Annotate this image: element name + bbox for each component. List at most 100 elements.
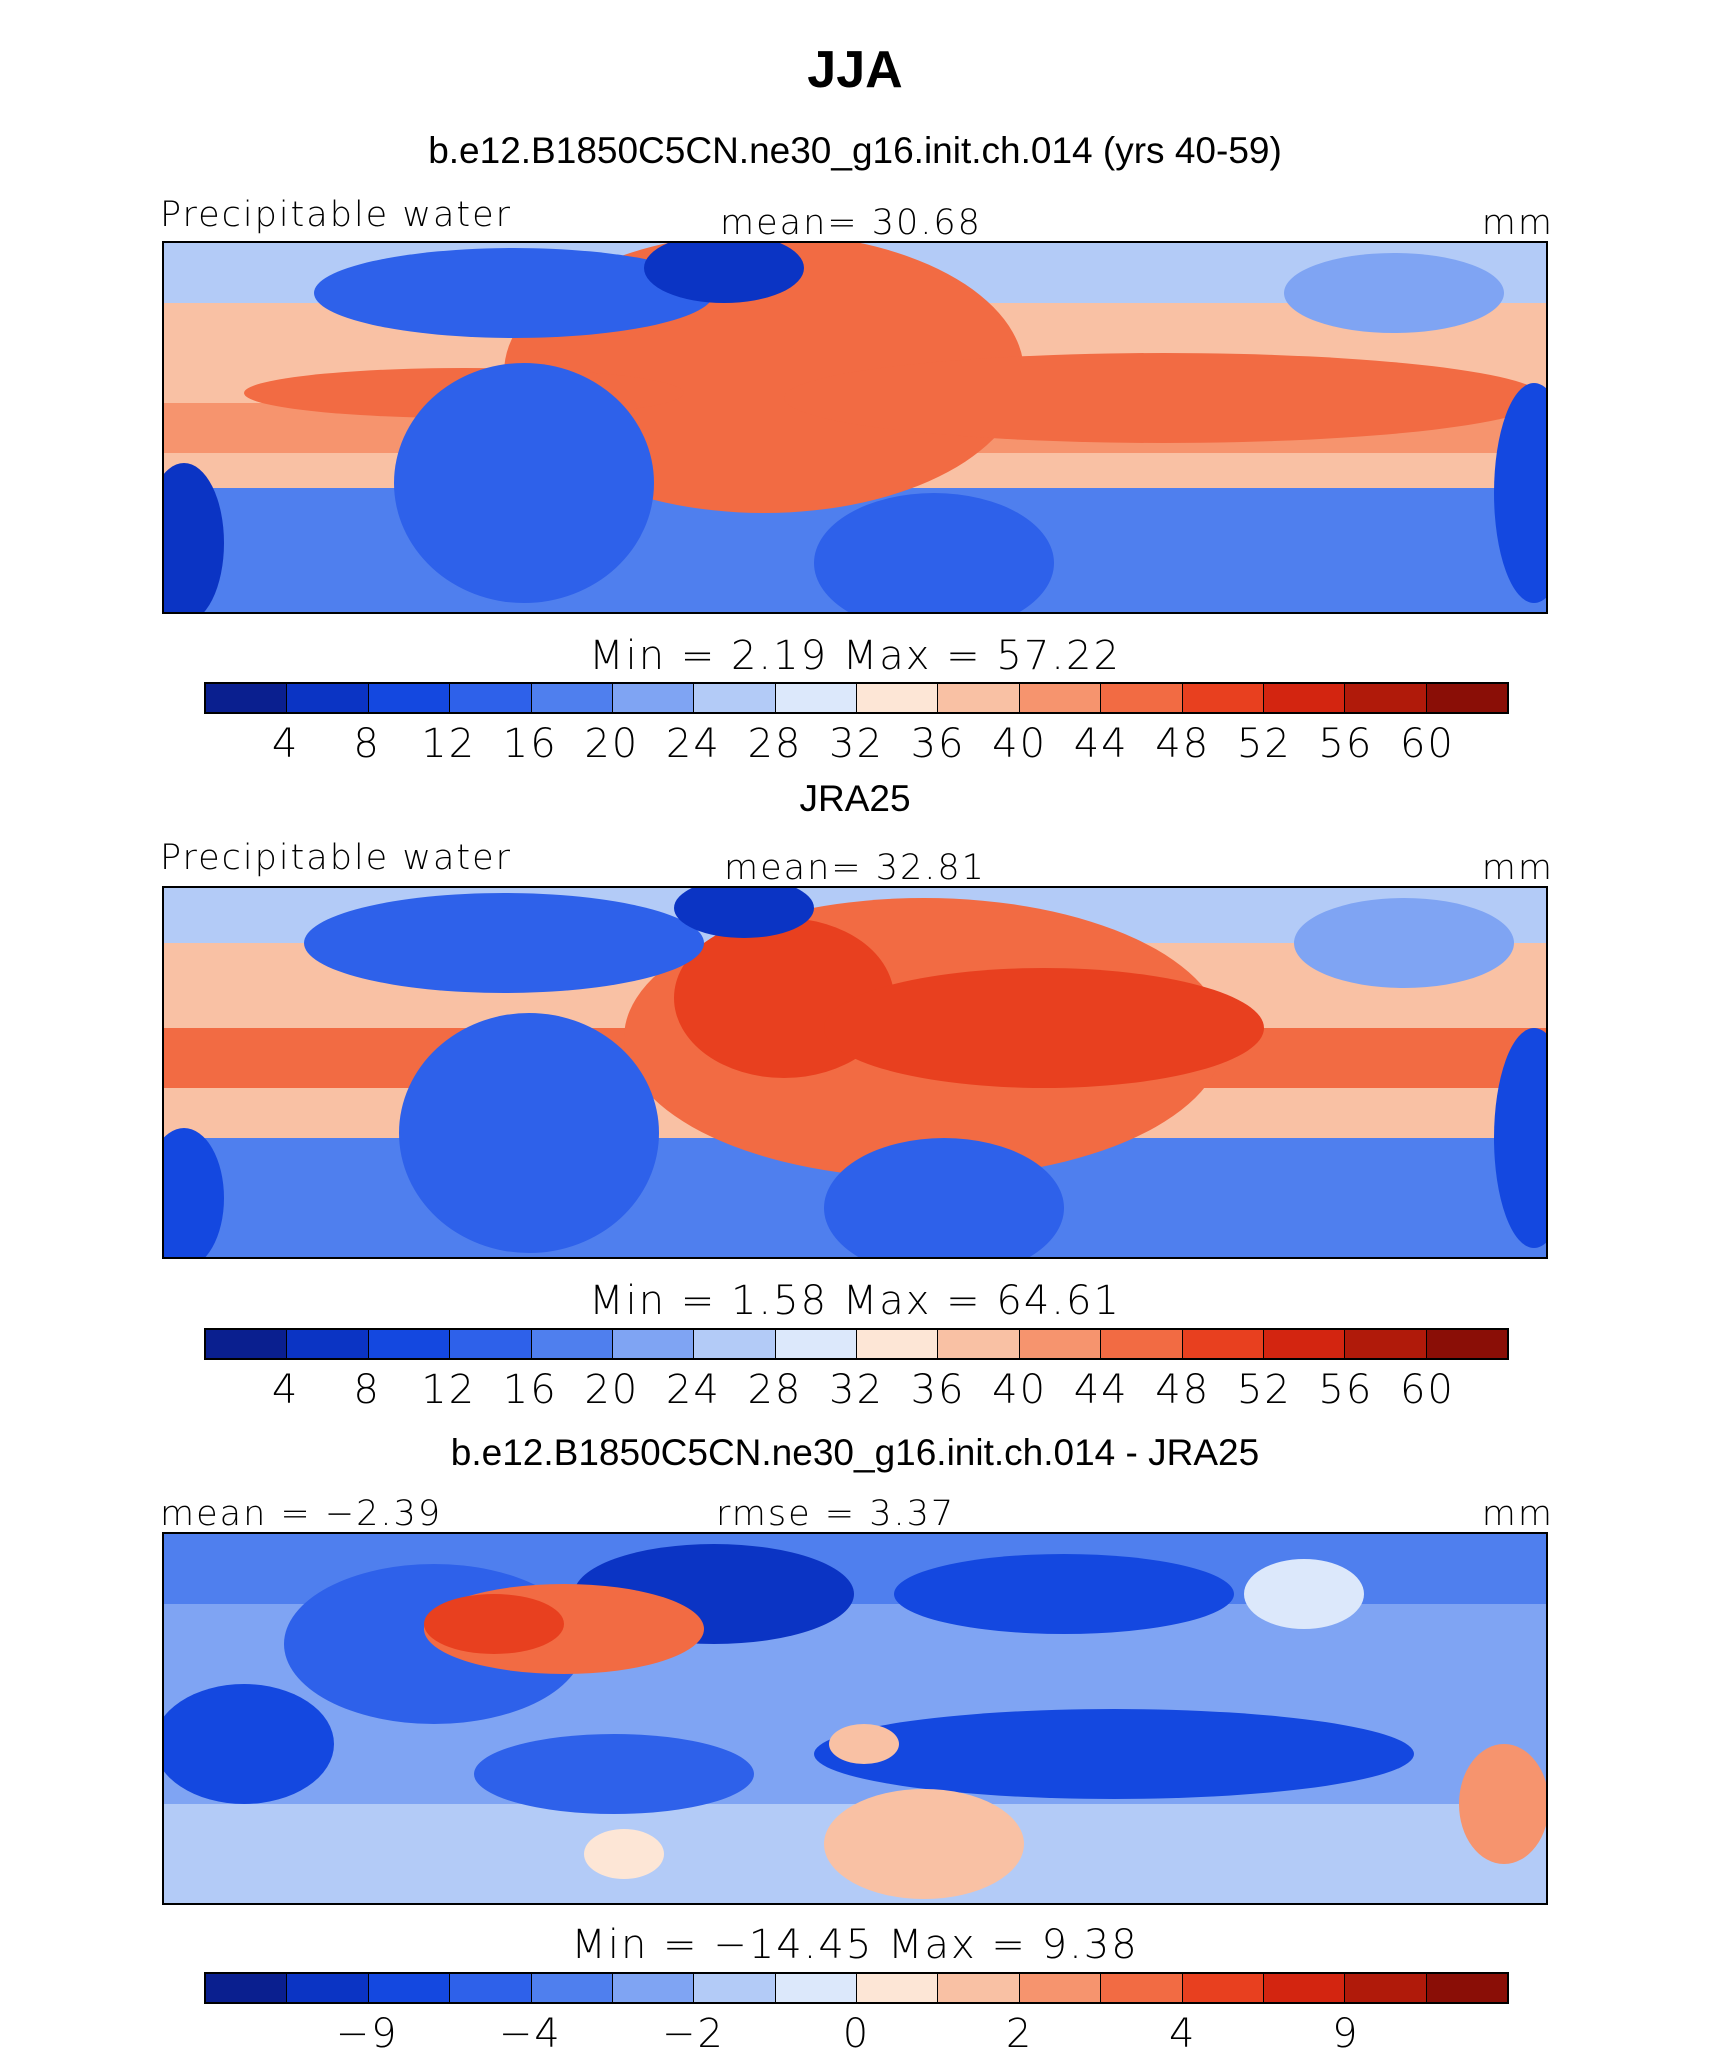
- colorbar-swatch: [612, 1974, 695, 2002]
- colorbar-tick-label: 36: [910, 1367, 966, 1413]
- colorbar-tick-label: 60: [1399, 1367, 1455, 1413]
- colorbar-swatch: [450, 684, 532, 712]
- panel-2-mean-label: mean= 32.81: [724, 848, 986, 888]
- colorbar-swatch: [368, 1330, 451, 1358]
- figure-title: JJA: [807, 41, 903, 99]
- colorbar-swatch: [287, 1974, 369, 2002]
- colorbar-tick-label: 12: [421, 1367, 477, 1413]
- colorbar-swatch: [938, 684, 1020, 712]
- colorbar-swatch: [206, 684, 288, 712]
- panel-3-title: b.e12.B1850C5CN.ne30_g16.init.ch.014 - J…: [450, 1432, 1260, 1473]
- colorbar-swatch: [1182, 1330, 1264, 1358]
- colorbar-swatch: [612, 1330, 695, 1358]
- colorbar-swatch: [1101, 1330, 1183, 1358]
- colorbar-tick-label: 4: [1169, 2011, 1197, 2057]
- colorbar-swatch: [1019, 684, 1102, 712]
- colorbar-tick-label: 2: [1005, 2011, 1034, 2057]
- colorbar-swatch: [287, 1330, 369, 1358]
- panel-1-title: b.e12.B1850C5CN.ne30_g16.init.ch.014 (yr…: [428, 130, 1282, 171]
- panel-1-mean-label: mean= 30.68: [720, 203, 982, 243]
- colorbar-swatch: [531, 684, 613, 712]
- colorbar-tick-label: 0: [842, 2011, 871, 2057]
- panel-2-title: JRA25: [799, 778, 911, 819]
- colorbar-tick-label: 56: [1318, 1367, 1374, 1413]
- panel-2-field: [164, 888, 1546, 1257]
- colorbar-tick-label: 28: [747, 721, 803, 767]
- colorbar-swatch: [775, 1330, 857, 1358]
- panel-3-map: [162, 1532, 1548, 1905]
- colorbar-tick-label: 32: [829, 721, 884, 767]
- colorbar-tick-label: 28: [747, 1367, 803, 1413]
- colorbar-tick-label: 4: [271, 721, 300, 767]
- colorbar-swatch: [1345, 1974, 1427, 2002]
- colorbar-tick-label: 44: [1073, 721, 1129, 767]
- colorbar-swatch: [206, 1330, 288, 1358]
- panel-1-minmax: Min = 2.19 Max = 57.22: [589, 633, 1121, 679]
- panel-2-minmax: Min = 1.58 Max = 64.61: [589, 1278, 1121, 1324]
- colorbar-swatch: [1345, 1330, 1427, 1358]
- colorbar-swatch: [1263, 1974, 1346, 2002]
- colorbar-swatch: [775, 684, 857, 712]
- colorbar-swatch: [1263, 684, 1346, 712]
- colorbar-swatch: [938, 1330, 1020, 1358]
- colorbar-swatch: [694, 1330, 776, 1358]
- colorbar-swatch: [368, 684, 451, 712]
- colorbar-swatch: [1426, 1974, 1507, 2002]
- colorbar-tick-label: 48: [1155, 1367, 1211, 1413]
- colorbar-swatch: [938, 1974, 1020, 2002]
- colorbar-tick-label: −9: [335, 2011, 399, 2057]
- colorbar-swatch: [1426, 1330, 1507, 1358]
- panel-3-colorbar: [204, 1972, 1509, 2004]
- colorbar-tick-label: 52: [1236, 1367, 1292, 1413]
- colorbar-swatch: [450, 1974, 532, 2002]
- colorbar-tick-label: 16: [502, 721, 558, 767]
- colorbar-swatch: [694, 1974, 776, 2002]
- colorbar-swatch: [857, 1974, 939, 2002]
- colorbar-tick-label: 24: [665, 721, 721, 767]
- colorbar-tick-label: 9: [1332, 2011, 1360, 2057]
- colorbar-tick-label: 40: [992, 721, 1048, 767]
- colorbar-tick-label: 8: [353, 721, 381, 767]
- colorbar-swatch: [531, 1974, 613, 2002]
- colorbar-swatch: [857, 1330, 939, 1358]
- colorbar-tick-label: 52: [1236, 721, 1292, 767]
- colorbar-swatch: [1182, 1974, 1264, 2002]
- colorbar-tick-label: 32: [829, 1367, 884, 1413]
- panel-2-units: mm: [1481, 848, 1554, 888]
- colorbar-swatch: [287, 684, 369, 712]
- colorbar-swatch: [775, 1974, 857, 2002]
- colorbar-swatch: [1426, 684, 1507, 712]
- colorbar-swatch: [1345, 684, 1427, 712]
- panel-3-units: mm: [1481, 1494, 1554, 1534]
- colorbar-swatch: [1263, 1330, 1346, 1358]
- colorbar-tick-label: 44: [1073, 1367, 1129, 1413]
- colorbar-swatch: [694, 684, 776, 712]
- panel-3-minmax: Min = −14.45 Max = 9.38: [571, 1922, 1139, 1968]
- colorbar-tick-label: 20: [584, 1367, 640, 1413]
- colorbar-tick-label: 16: [502, 1367, 558, 1413]
- colorbar-tick-label: 12: [421, 721, 477, 767]
- colorbar-swatch: [1101, 1974, 1183, 2002]
- panel-2-variable-label: Precipitable water: [160, 838, 513, 878]
- colorbar-swatch: [857, 684, 939, 712]
- panel-1-units: mm: [1481, 203, 1554, 243]
- panel-1-map: [162, 241, 1548, 614]
- panel-1-field: [164, 243, 1546, 612]
- colorbar-tick-label: 40: [992, 1367, 1048, 1413]
- colorbar-swatch: [368, 1974, 451, 2002]
- panel-3-field: [164, 1534, 1546, 1903]
- colorbar-tick-label: 24: [665, 1367, 721, 1413]
- colorbar-tick-label: −4: [498, 2011, 562, 2057]
- colorbar-tick-label: 8: [353, 1367, 381, 1413]
- colorbar-swatch: [1019, 1330, 1102, 1358]
- colorbar-tick-label: 60: [1399, 721, 1455, 767]
- colorbar-tick-label: −2: [661, 2011, 725, 2057]
- panel-2-colorbar: [204, 1328, 1509, 1360]
- colorbar-swatch: [450, 1330, 532, 1358]
- panel-2-map: [162, 886, 1548, 1259]
- colorbar-swatch: [1019, 1974, 1102, 2002]
- colorbar-tick-label: 4: [271, 1367, 300, 1413]
- colorbar-swatch: [1182, 684, 1264, 712]
- panel-1-colorbar: [204, 682, 1509, 714]
- colorbar-swatch: [1101, 684, 1183, 712]
